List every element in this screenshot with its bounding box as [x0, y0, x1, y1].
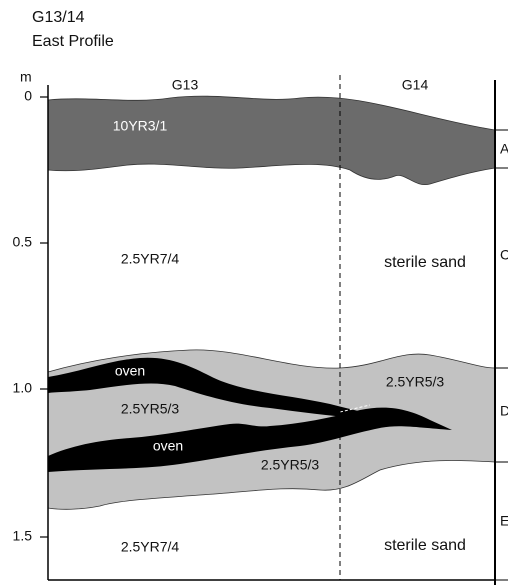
tick-label: 1.0 — [13, 380, 33, 396]
oven-label: oven — [115, 363, 145, 379]
layer-label: A — [500, 141, 508, 157]
tick-label: 0.5 — [13, 234, 33, 250]
layer-label: C — [500, 247, 508, 263]
layer-topsoil — [47, 95, 496, 186]
tick-label: 1.5 — [13, 528, 33, 544]
axis-unit: m — [20, 69, 32, 85]
soil-label: 2.5YR5/3 — [386, 374, 445, 390]
layer-label: D — [500, 403, 508, 419]
oven-upper — [48, 357, 362, 418]
soil-label: 2.5YR5/3 — [121, 401, 180, 417]
column-label: G14 — [402, 77, 429, 93]
soil-label: sterile sand — [384, 254, 466, 271]
soil-label: 2.5YR5/3 — [261, 457, 320, 473]
layer-label: E — [500, 513, 508, 529]
tick-marks — [40, 96, 48, 538]
tick-label: 0 — [24, 88, 32, 104]
title: G13/14 — [32, 9, 85, 26]
oven-join — [339, 404, 371, 413]
oven-lower — [48, 407, 452, 472]
subtitle: East Profile — [32, 33, 114, 50]
oven-label: oven — [153, 438, 183, 454]
layer-boundaries — [495, 129, 508, 581]
column-label: G13 — [172, 77, 199, 93]
soil-label: 2.5YR7/4 — [121, 251, 180, 267]
soil-label: sterile sand — [384, 537, 466, 554]
soil-label: 10YR3/1 — [113, 118, 168, 134]
soil-label: 2.5YR7/4 — [121, 539, 180, 555]
